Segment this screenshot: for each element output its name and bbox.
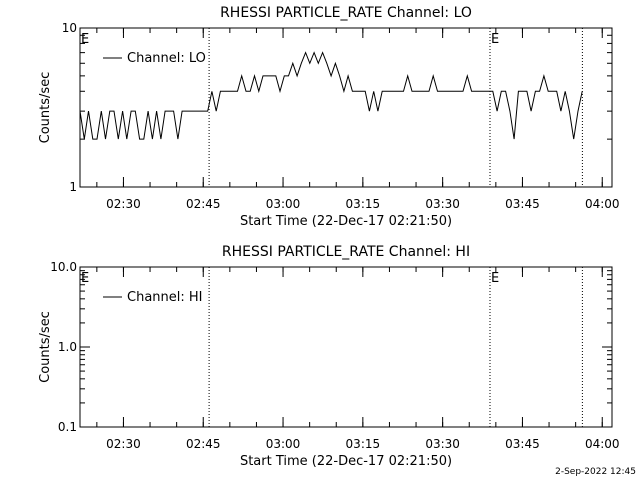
x-tick-label: 03:45 [505,437,540,451]
event-label: E [491,32,499,47]
footer: 2-Sep-2022 12:45 [555,467,636,477]
x-tick-label: 04:00 [585,197,620,211]
legend-label: Channel: HI [127,290,203,305]
x-tick-label: 02:45 [186,197,221,211]
chart-title: RHESSI PARTICLE_RATE Channel: LO [220,5,472,21]
x-axis-label: Start Time (22-Dec-17 02:21:50) [240,214,452,229]
y-tick-label: 1.0 [58,340,77,354]
legend-label: Channel: LO [127,51,206,66]
x-tick-label: 02:30 [106,437,141,451]
x-tick-label: 03:30 [425,197,460,211]
x-tick-label: 03:00 [266,197,301,211]
y-tick-label: 10 [62,21,77,35]
y-tick-label: 10.0 [50,260,77,274]
y-axis-label: Counts/sec [38,72,53,144]
x-tick-label: 04:00 [585,437,620,451]
x-tick-label: 02:30 [106,197,141,211]
x-axis-label: Start Time (22-Dec-17 02:21:50) [240,454,452,469]
y-tick-label: 0.1 [58,420,77,434]
event-label: E [491,271,499,286]
x-tick-label: 03:45 [505,197,540,211]
y-tick-label: 1 [69,180,77,194]
x-tick-label: 03:15 [346,197,381,211]
plot-frame [79,27,613,188]
x-tick-label: 03:15 [346,437,381,451]
event-label: E [81,271,89,286]
x-tick-label: 03:00 [266,437,301,451]
y-axis-label: Counts/sec [38,311,53,383]
event-label: E [81,32,89,47]
x-tick-label: 02:45 [186,437,221,451]
chart-title: RHESSI PARTICLE_RATE Channel: HI [222,244,470,260]
x-tick-label: 03:30 [425,437,460,451]
series-line [79,51,583,140]
